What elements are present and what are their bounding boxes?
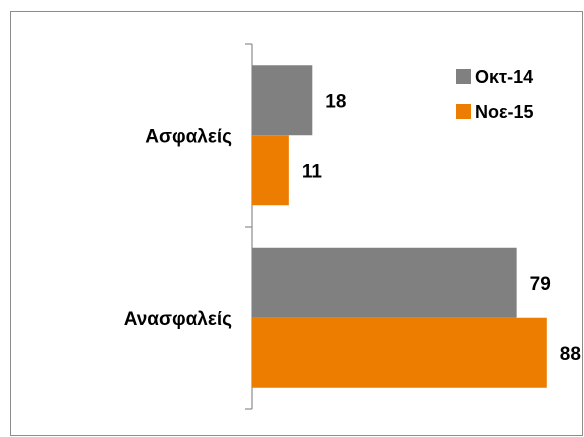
bar-νοε-15-1 [252,135,289,206]
bar-οκτ-14-2 [252,247,517,318]
data-labels: 18 11 79 88 [302,91,581,365]
data-label: 88 [560,344,581,365]
category-label: Ανασφαλείς [124,309,232,330]
data-label: 79 [530,274,551,295]
legend-swatch-οκτ-14 [456,69,471,84]
legend-label: Νοε-15 [475,102,534,122]
category-labels: Ασφαλείς Ανασφαλείς [124,126,232,330]
legend-label: Οκτ-14 [475,67,533,87]
bar-οκτ-14-1 [252,65,313,136]
bars [252,65,547,388]
bar-νοε-15-2 [252,317,547,388]
data-label: 11 [302,161,323,182]
category-label: Ασφαλείς [145,126,232,147]
legend-swatch-νοε-15 [456,104,471,119]
data-label: 18 [325,91,346,112]
category-axis [245,43,253,410]
legend: Οκτ-14 Νοε-15 [456,67,534,122]
